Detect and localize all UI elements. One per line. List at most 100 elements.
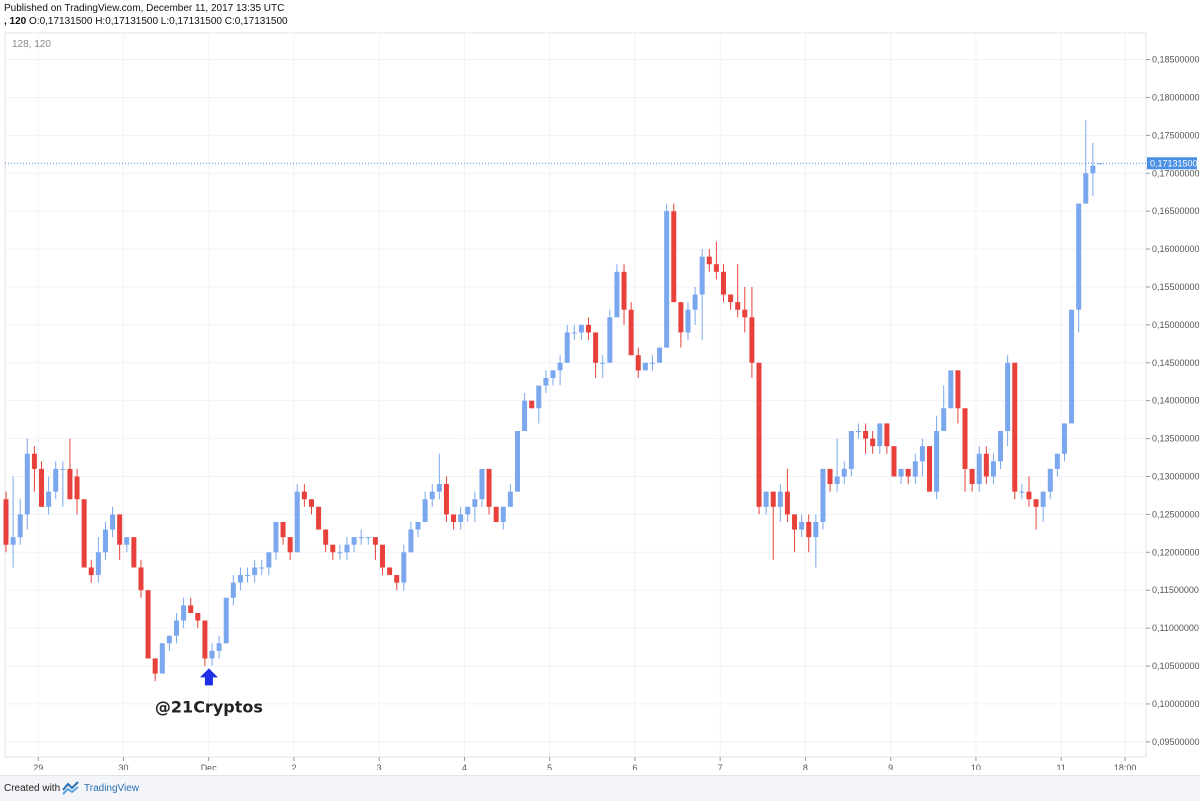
candle-body[interactable]: [230, 582, 236, 598]
candle-body[interactable]: [571, 332, 577, 334]
candle-body[interactable]: [323, 529, 329, 545]
tradingview-brand-link[interactable]: TradingView: [84, 783, 140, 794]
candle-body[interactable]: [628, 309, 634, 356]
candle-body[interactable]: [593, 332, 599, 363]
candle-body[interactable]: [919, 446, 925, 462]
candle-body[interactable]: [912, 461, 918, 477]
candle-body[interactable]: [202, 620, 208, 659]
candle-body[interactable]: [586, 324, 592, 333]
candle-body[interactable]: [827, 468, 833, 485]
candle-body[interactable]: [855, 431, 861, 433]
candle-body[interactable]: [692, 294, 698, 310]
candle-body[interactable]: [74, 476, 80, 500]
candle-body[interactable]: [934, 431, 940, 492]
candle-body[interactable]: [188, 605, 194, 613]
candle-body[interactable]: [330, 544, 336, 553]
candle-body[interactable]: [259, 567, 265, 569]
candle-body[interactable]: [31, 453, 37, 469]
candle-body[interactable]: [138, 567, 144, 591]
candle-body[interactable]: [799, 521, 805, 530]
candle-body[interactable]: [17, 514, 23, 538]
candle-body[interactable]: [209, 650, 215, 659]
candle-body[interactable]: [1069, 309, 1075, 424]
candle-body[interactable]: [181, 605, 187, 621]
candle-body[interactable]: [358, 537, 364, 539]
candle-body[interactable]: [465, 506, 471, 515]
candle-body[interactable]: [649, 362, 655, 364]
candle-body[interactable]: [173, 620, 179, 636]
candle-body[interactable]: [841, 468, 847, 477]
candle-body[interactable]: [756, 362, 762, 507]
candle-body[interactable]: [614, 271, 620, 318]
candle-body[interactable]: [1033, 499, 1039, 507]
candle-body[interactable]: [962, 408, 968, 469]
candle-body[interactable]: [1047, 468, 1053, 492]
candle-body[interactable]: [237, 575, 243, 583]
candle-body[interactable]: [543, 377, 549, 386]
candle-body[interactable]: [53, 468, 59, 492]
candle-body[interactable]: [1012, 362, 1018, 492]
candle-body[interactable]: [891, 446, 897, 477]
candle-body[interactable]: [422, 499, 428, 522]
candle-body[interactable]: [678, 302, 684, 333]
candle-body[interactable]: [124, 537, 130, 545]
candle-body[interactable]: [941, 408, 947, 432]
candle-body[interactable]: [429, 491, 435, 500]
candle-body[interactable]: [990, 461, 996, 477]
candle-body[interactable]: [493, 506, 499, 522]
candle-body[interactable]: [1061, 423, 1067, 454]
candle-body[interactable]: [245, 575, 251, 577]
candle-body[interactable]: [24, 453, 30, 515]
candle-body[interactable]: [642, 362, 648, 371]
candle-body[interactable]: [969, 468, 975, 485]
candle-body[interactable]: [472, 499, 478, 507]
candle-body[interactable]: [578, 324, 584, 333]
candle-body[interactable]: [436, 484, 442, 492]
plot-area[interactable]: [4, 32, 1147, 758]
candle-body[interactable]: [564, 332, 570, 363]
candle-body[interactable]: [316, 506, 322, 530]
candle-body[interactable]: [955, 370, 961, 409]
candle-body[interactable]: [848, 431, 854, 469]
candle-body[interactable]: [344, 544, 350, 553]
candle-body[interactable]: [1090, 165, 1096, 174]
candle-body[interactable]: [486, 468, 492, 507]
candle-body[interactable]: [863, 431, 869, 439]
candle-body[interactable]: [1005, 362, 1011, 432]
candle-body[interactable]: [159, 643, 165, 674]
candle-body[interactable]: [713, 264, 719, 272]
candle-body[interactable]: [10, 537, 16, 545]
candle-body[interactable]: [770, 491, 776, 507]
candle-body[interactable]: [401, 552, 407, 583]
candle-body[interactable]: [195, 612, 201, 621]
candle-body[interactable]: [408, 529, 414, 553]
candle-body[interactable]: [216, 643, 222, 651]
candle-body[interactable]: [763, 491, 769, 507]
candle-body[interactable]: [280, 521, 286, 538]
candle-body[interactable]: [976, 453, 982, 485]
candle-body[interactable]: [458, 514, 464, 522]
candle-body[interactable]: [834, 476, 840, 485]
candle-body[interactable]: [60, 468, 66, 470]
candle-body[interactable]: [983, 453, 989, 477]
candle-body[interactable]: [394, 575, 400, 583]
candle-body[interactable]: [152, 658, 158, 674]
candle-body[interactable]: [742, 309, 748, 318]
candle-body[interactable]: [749, 317, 755, 363]
candle-body[interactable]: [1076, 203, 1082, 310]
candle-body[interactable]: [777, 491, 783, 507]
candle-body[interactable]: [699, 256, 705, 295]
candle-body[interactable]: [223, 597, 229, 644]
candle-body[interactable]: [706, 256, 712, 265]
candle-body[interactable]: [95, 552, 101, 576]
candle-body[interactable]: [657, 347, 663, 363]
candle-body[interactable]: [145, 590, 151, 659]
candle-body[interactable]: [948, 370, 954, 409]
candle-body[interactable]: [67, 468, 73, 500]
candle-body[interactable]: [387, 567, 393, 576]
candle-body[interactable]: [1083, 173, 1089, 204]
candle-body[interactable]: [380, 544, 386, 568]
candle-body[interactable]: [884, 423, 890, 447]
candle-body[interactable]: [536, 385, 542, 409]
candle-body[interactable]: [1019, 491, 1025, 493]
